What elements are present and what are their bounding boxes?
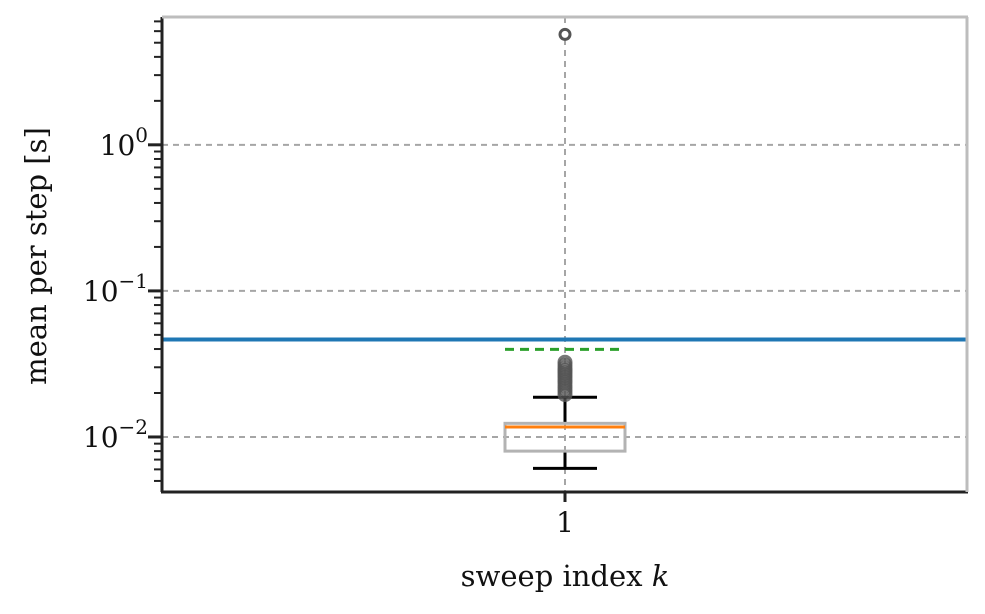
- outlier-point: [557, 354, 573, 370]
- boxplot: [503, 27, 627, 470]
- x-axis-label-variable: k: [652, 559, 670, 593]
- y-tick-exponent: −2: [119, 415, 148, 439]
- y-tick-base: 10: [83, 275, 119, 308]
- y-axis-label: mean per step [s]: [19, 127, 53, 385]
- box-iqr: [503, 421, 627, 453]
- x-axis-label: sweep index k: [461, 559, 670, 593]
- outlier-point: [558, 27, 572, 41]
- axis-titles: sweep index k mean per step [s]: [19, 127, 669, 593]
- grid-layer: [162, 17, 967, 492]
- y-tick-label-2: 100: [100, 123, 148, 162]
- y-tick-exponent: 0: [135, 123, 148, 147]
- y-tick-base: 10: [100, 129, 136, 162]
- x-ticks: 1: [556, 492, 574, 539]
- y-tick-base: 10: [83, 421, 119, 454]
- x-axis-label-text: sweep index: [461, 559, 643, 593]
- y-tick-label-1: 10−1: [83, 269, 148, 308]
- x-tick-label-1: 1: [556, 506, 574, 539]
- y-tick-exponent: −1: [119, 269, 148, 293]
- y-tick-label-0: 10−2: [83, 415, 148, 454]
